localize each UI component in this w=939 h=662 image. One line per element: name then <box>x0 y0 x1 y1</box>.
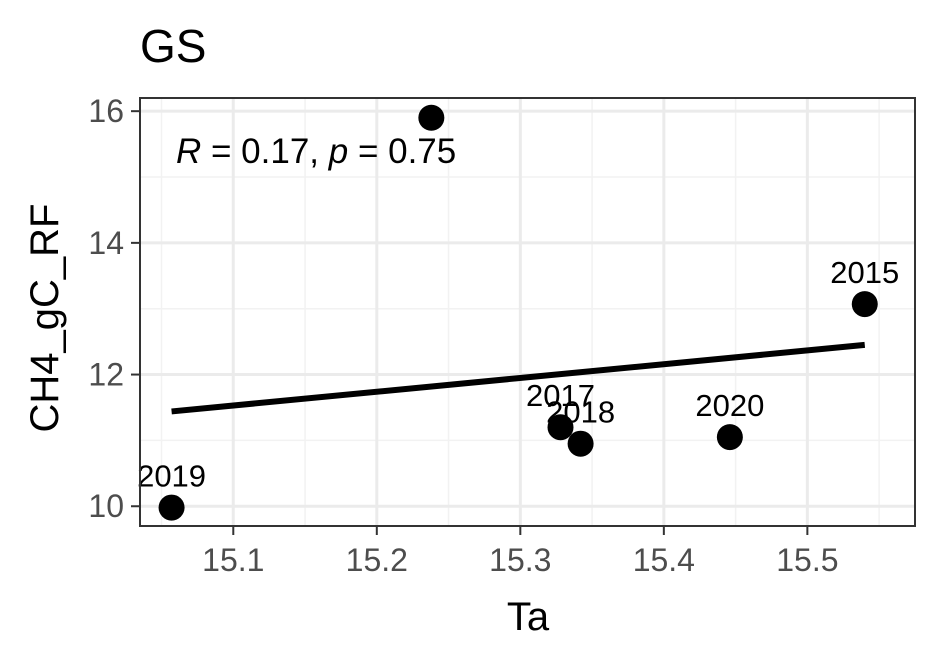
data-point <box>851 291 878 318</box>
data-point <box>567 430 594 457</box>
y-axis-label: CH4_gC_RF <box>23 204 67 433</box>
y-axis: 10 12 14 16 <box>88 93 140 524</box>
points-layer <box>158 104 878 521</box>
r-value: = 0.17, <box>201 132 328 171</box>
panel-border <box>139 97 916 527</box>
r-symbol: R <box>176 132 201 171</box>
data-point <box>418 104 445 131</box>
data-point <box>547 414 574 441</box>
chart-title: GS <box>140 20 206 72</box>
y-tick-label: 16 <box>88 93 124 129</box>
x-tick-label: 15.3 <box>489 542 551 578</box>
point-label: 2020 <box>695 388 764 423</box>
point-label: 2015 <box>830 255 899 290</box>
grid-minor <box>140 98 915 526</box>
y-tick-label: 14 <box>88 225 124 261</box>
x-tick-label: 15.1 <box>202 542 264 578</box>
y-tick-label: 10 <box>88 488 124 524</box>
point-label: 2018 <box>546 395 615 430</box>
x-axis-label: Ta <box>507 595 550 639</box>
x-tick-label: 15.4 <box>633 542 695 578</box>
x-axis: 15.1 15.2 15.3 15.4 15.5 <box>202 526 839 578</box>
regression-line <box>171 341 866 415</box>
y-tick-label: 12 <box>88 357 124 393</box>
x-tick-label: 15.5 <box>776 542 838 578</box>
regression-layer <box>171 341 866 415</box>
p-symbol: p <box>328 132 348 171</box>
data-point <box>716 424 743 451</box>
p-value: = 0.75 <box>348 132 456 171</box>
point-label: 2019 <box>137 459 206 494</box>
correlation-annotation: R = 0.17, p = 0.75 <box>176 132 456 171</box>
x-tick-label: 15.2 <box>346 542 408 578</box>
point-label: 2017 <box>526 378 595 413</box>
data-point <box>158 494 185 521</box>
grid-major <box>140 98 915 526</box>
